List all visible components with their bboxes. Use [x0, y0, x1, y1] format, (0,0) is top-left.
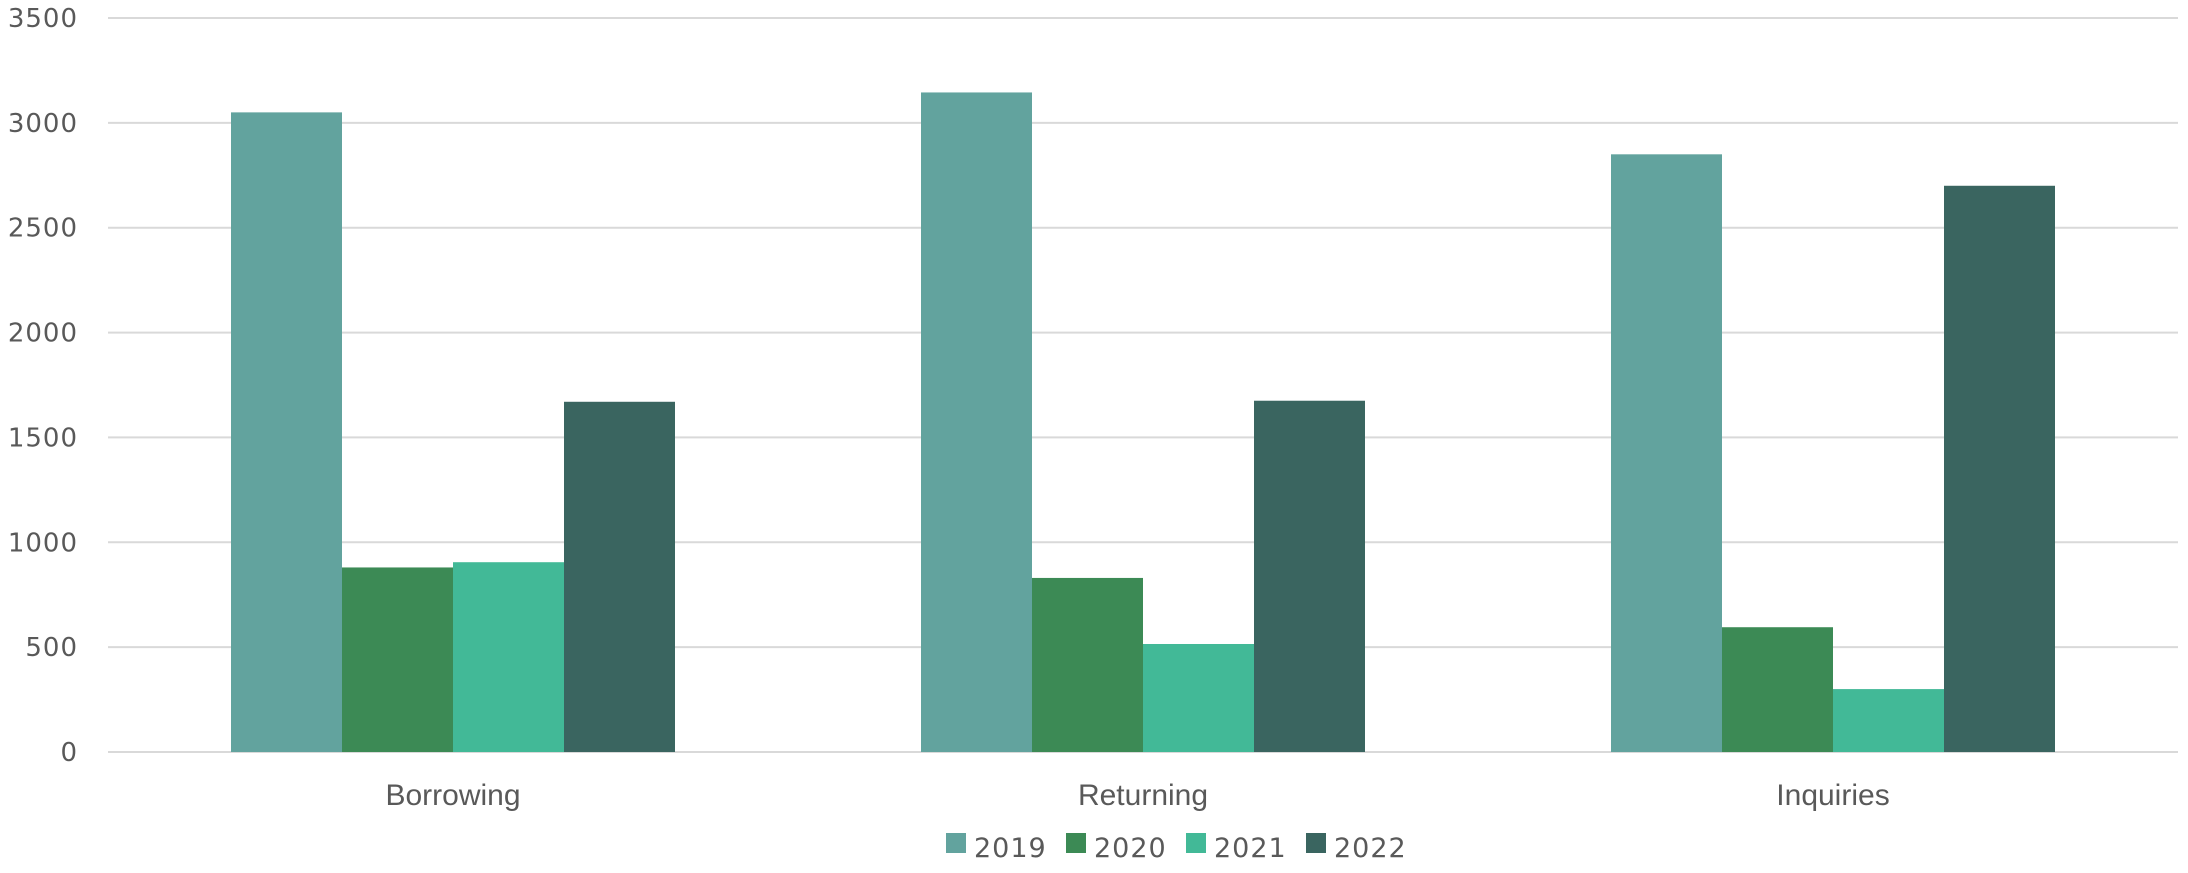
y-tick-label: 3500	[8, 4, 78, 34]
y-tick-label: 2500	[8, 214, 78, 244]
legend-label: 2021	[1214, 833, 1287, 864]
y-tick-label: 3000	[8, 109, 78, 139]
bar-returning-2019	[921, 92, 1032, 752]
legend-swatch-2022	[1306, 833, 1326, 853]
bar-borrowing-2021	[453, 562, 564, 752]
x-axis-category-labels: Borrowing Returning Inquiries	[385, 779, 1889, 812]
bar-returning-2021	[1143, 644, 1254, 752]
bar-borrowing-2022	[564, 402, 675, 752]
legend-swatch-2021	[1186, 833, 1206, 853]
legend-swatch-2019	[946, 833, 966, 853]
bar-returning-2022	[1254, 401, 1365, 752]
y-tick-label: 1500	[8, 423, 78, 453]
y-tick-label: 2000	[8, 319, 78, 349]
x-category-label: Inquiries	[1776, 779, 1889, 812]
bar-returning-2020	[1032, 578, 1143, 752]
bar-inquiries-2019	[1611, 154, 1722, 752]
legend-label: 2020	[1094, 833, 1167, 864]
y-axis-tick-labels: 0 500 1000 1500 2000 2500 3000 3500	[8, 4, 78, 768]
bars	[231, 92, 2055, 752]
y-tick-label: 0	[60, 738, 78, 768]
bar-inquiries-2020	[1722, 627, 1833, 752]
y-tick-label: 1000	[8, 528, 78, 558]
x-category-label: Borrowing	[385, 779, 520, 812]
legend-label: 2019	[974, 833, 1047, 864]
legend-swatch-2020	[1066, 833, 1086, 853]
bar-borrowing-2020	[342, 567, 453, 752]
bar-inquiries-2022	[1944, 186, 2055, 752]
bar-borrowing-2019	[231, 112, 342, 752]
bar-inquiries-2021	[1833, 689, 1944, 752]
legend-label: 2022	[1334, 833, 1407, 864]
y-tick-label: 500	[25, 633, 78, 663]
x-category-label: Returning	[1078, 779, 1208, 812]
legend: 2019 2020 2021 2022	[946, 833, 1407, 864]
